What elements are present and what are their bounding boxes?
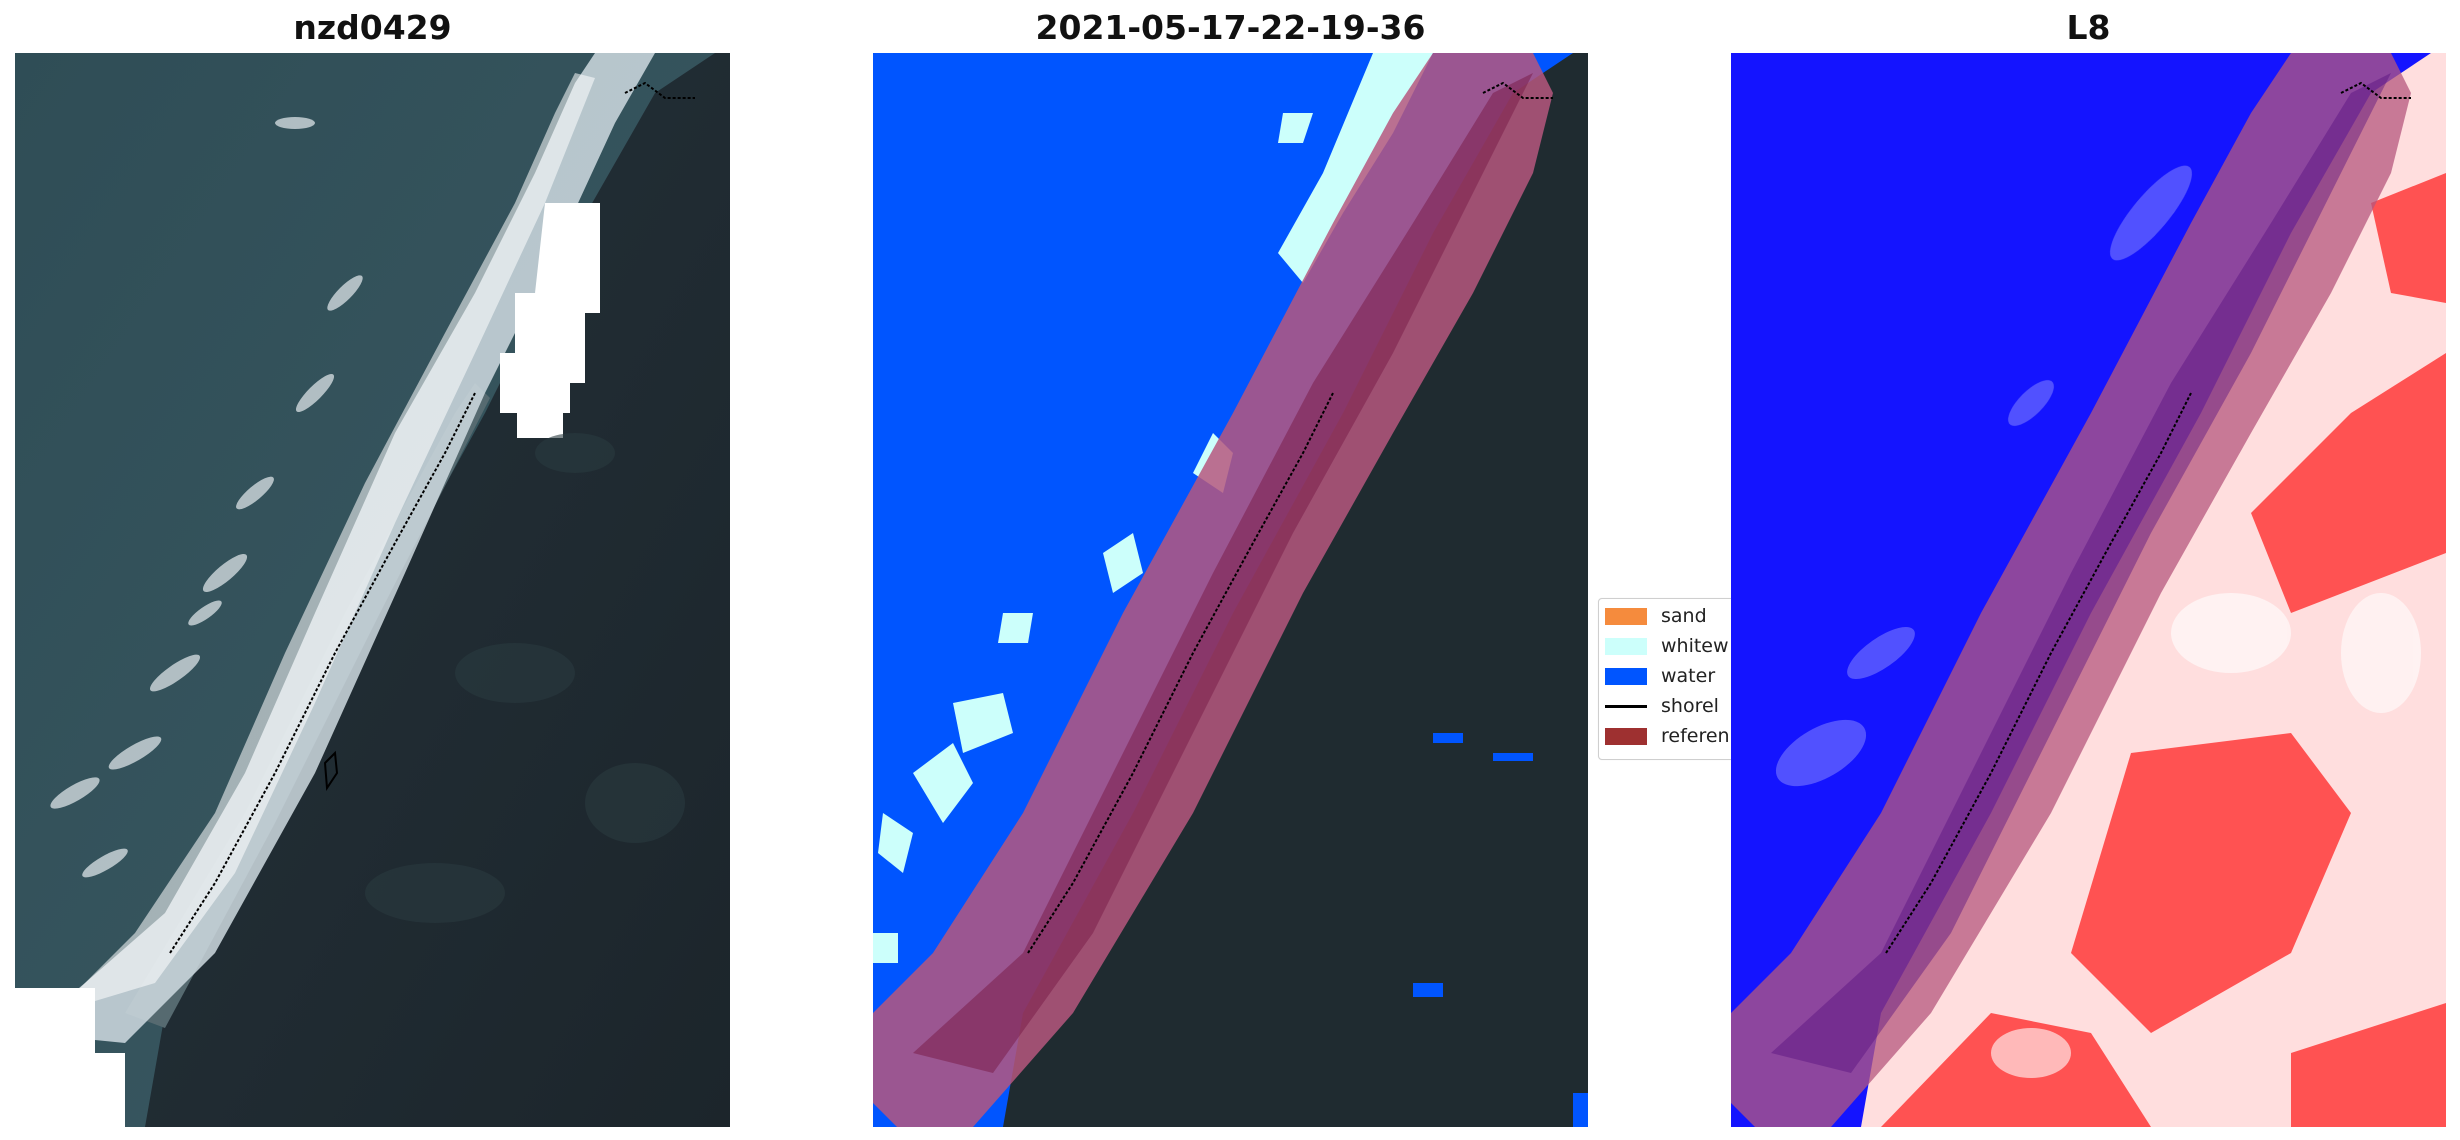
legend-item-shoreline: shorel [1605, 693, 1737, 719]
panel-title-classified: 2021-05-17-22-19-36 [1035, 8, 1426, 47]
legend-item-water: water [1605, 663, 1737, 689]
reference-swatch [1605, 727, 1647, 745]
legend: sand whitew water shorel referen [1598, 598, 1738, 760]
legend-item-sand: sand [1605, 603, 1737, 629]
rgb-image-panel [15, 53, 730, 1127]
index-image [1731, 53, 2446, 1127]
classified-image-panel [873, 53, 1588, 1127]
classified-image [873, 53, 1588, 1127]
legend-item-reference: referen [1605, 723, 1737, 749]
legend-label-shoreline: shorel [1661, 695, 1719, 717]
legend-label-water: water [1661, 665, 1716, 687]
legend-label-reference: referen [1661, 725, 1730, 747]
index-image-panel [1731, 53, 2446, 1127]
sand-swatch [1605, 607, 1647, 625]
shoreline-line-swatch [1605, 704, 1647, 708]
panel-title-rgb: nzd0429 [293, 8, 452, 47]
legend-label-whitewater: whitew [1661, 635, 1729, 657]
panel-title-index: L8 [2066, 8, 2111, 47]
rgb-image [15, 53, 730, 1127]
legend-label-sand: sand [1661, 605, 1707, 627]
water-swatch [1605, 667, 1647, 685]
whitewater-swatch [1605, 637, 1647, 655]
legend-item-whitewater: whitew [1605, 633, 1737, 659]
